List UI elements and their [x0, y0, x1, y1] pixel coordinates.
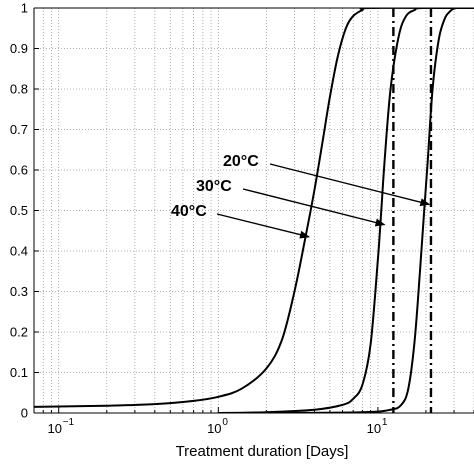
vertical-lines — [392, 8, 433, 413]
x-tick-label: 10 — [47, 421, 61, 436]
series-curve — [34, 8, 474, 408]
annotation-arrow — [216, 213, 310, 239]
y-tick-label: 0.7 — [10, 122, 28, 137]
series-group — [34, 8, 474, 413]
axes — [33, 7, 474, 414]
y-tick-label: 0.3 — [10, 284, 28, 299]
y-tick-label: 0 — [21, 406, 28, 421]
x-tick-exponent: 1 — [382, 417, 388, 428]
annotation-arrow — [242, 188, 386, 227]
annotation-label: 40°C — [171, 203, 207, 220]
x-tick-exponent: −1 — [63, 417, 75, 428]
series-curve — [218, 8, 474, 413]
y-tick-label: 0.1 — [10, 365, 28, 380]
y-tick-label: 0.8 — [10, 82, 28, 97]
y-tick-label: 1 — [21, 1, 28, 16]
y-tick-label: 0.6 — [10, 163, 28, 178]
y-tick-label: 0.4 — [10, 244, 28, 259]
y-tick-label: 0.2 — [10, 325, 28, 340]
x-axis-title: Treatment duration [Days] — [176, 443, 349, 460]
y-tick-label: 0.9 — [10, 41, 28, 56]
x-tick-labels: 10 −1 10 0 10 1 — [47, 417, 387, 436]
x-tick-label: 10 — [207, 421, 221, 436]
y-tick-labels: 0 0.1 0.2 0.3 0.4 0.5 0.6 0.7 0.8 0.9 1 — [10, 1, 28, 421]
series-curve — [266, 8, 474, 413]
annotation-label: 30°C — [196, 178, 232, 195]
annotations: 20°C 30°C 40°C — [171, 153, 431, 239]
y-tick-label: 0.5 — [10, 203, 28, 218]
x-tick-label: 10 — [367, 421, 381, 436]
annotation-arrow — [269, 163, 431, 207]
x-tick-exponent: 0 — [222, 417, 228, 428]
annotation-label: 20°C — [223, 153, 259, 170]
grid — [34, 8, 474, 413]
